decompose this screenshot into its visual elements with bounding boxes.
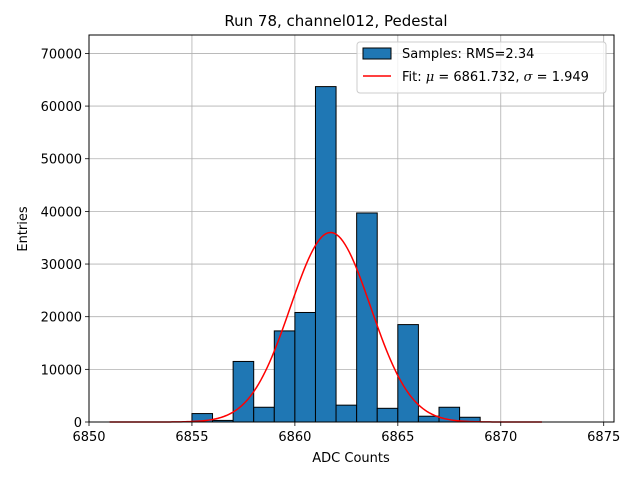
histogram-bar <box>314 86 337 423</box>
legend-fit-sigma-symbol: σ <box>524 70 534 85</box>
legend-fit-mu-text: = 6861.732, <box>434 70 523 85</box>
y-tick-label: 60000 <box>41 100 82 115</box>
x-tick-label: 6850 <box>72 430 105 445</box>
histogram-bar <box>376 407 399 423</box>
histogram-bar <box>253 406 275 423</box>
y-tick-label: 30000 <box>41 258 82 273</box>
x-tick-label: 6860 <box>278 430 311 445</box>
histogram-bar <box>294 311 316 423</box>
plot-frame <box>88 34 615 423</box>
histogram-bar <box>335 404 358 423</box>
histogram-bars <box>191 86 481 423</box>
x-tick-label: 6865 <box>381 430 414 445</box>
x-tick-label: 6870 <box>484 430 517 445</box>
y-tick-label: 0 <box>74 416 82 431</box>
legend-fit-label: Fit: μ = 6861.732, σ = 1.949 <box>402 70 589 85</box>
legend-fit-mu-symbol: μ <box>426 70 434 85</box>
histogram-bar <box>397 324 419 423</box>
x-axis-ticks: 6850 6855 6860 6865 6870 6875 <box>72 422 620 445</box>
y-axis-ticks: 0 10000 20000 30000 40000 50000 60000 70000 <box>41 47 89 431</box>
y-tick-label: 50000 <box>41 153 82 168</box>
y-tick-label: 40000 <box>41 205 82 220</box>
y-tick-label: 20000 <box>41 311 82 326</box>
histogram-bar <box>417 415 440 423</box>
x-tick-label: 6855 <box>175 430 208 445</box>
x-tick-label: 6875 <box>587 430 620 445</box>
grid <box>88 35 614 423</box>
chart-title: Run 78, channel012, Pedestal <box>224 12 447 30</box>
y-tick-label: 70000 <box>41 47 82 62</box>
x-axis-title: ADC Counts <box>312 451 390 466</box>
y-tick-label: 10000 <box>41 363 82 378</box>
legend-fit-prefix: Fit: <box>402 70 426 85</box>
histogram-bar <box>232 360 255 423</box>
legend: Samples: RMS=2.34 Fit: μ = 6861.732, σ =… <box>356 41 607 94</box>
y-axis-title: Entries <box>16 206 31 252</box>
legend-fit-sigma-text: = 1.949 <box>533 70 589 85</box>
legend-samples-swatch <box>362 47 392 60</box>
legend-samples-label: Samples: RMS=2.34 <box>402 47 534 62</box>
legend-box <box>356 41 607 94</box>
